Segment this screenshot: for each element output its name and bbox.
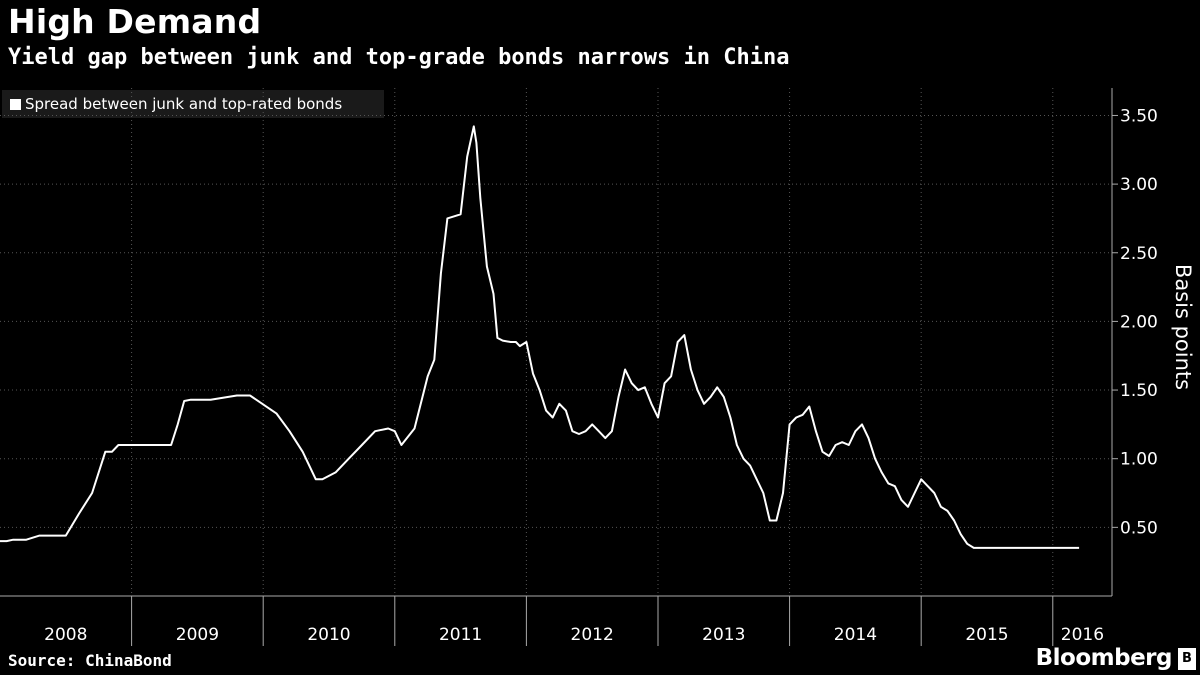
brand-label: Bloomberg [1035,645,1173,671]
chart-title: High Demand [8,2,262,41]
x-tick-label: 2008 [44,625,87,645]
x-tick-label: 2009 [176,625,219,645]
y-tick-label: 2.00 [1120,312,1158,332]
bloomberg-logo-icon: B [1178,648,1196,670]
x-tick-label: 2014 [834,625,877,645]
x-tick-label: 2011 [439,625,482,645]
source-label: Source: ChinaBond [8,651,172,670]
x-tick-label: 2013 [702,625,745,645]
y-tick-label: 0.50 [1120,518,1158,538]
y-tick-label: 1.50 [1120,381,1158,401]
y-tick-label: 3.50 [1120,106,1158,126]
chart-subtitle: Yield gap between junk and top-grade bon… [8,45,790,70]
y-tick-label: 1.00 [1120,450,1158,470]
x-tick-label: 2015 [965,625,1008,645]
y-tick-label: 3.00 [1120,175,1158,195]
x-tick-label: 2010 [307,625,350,645]
x-tick-label: 2012 [571,625,614,645]
y-axis-label: Basis points [1171,264,1195,390]
series-line [0,125,1080,549]
x-tick-label: 2016 [1061,625,1104,645]
y-tick-label: 2.50 [1120,244,1158,264]
legend-swatch [10,98,21,110]
